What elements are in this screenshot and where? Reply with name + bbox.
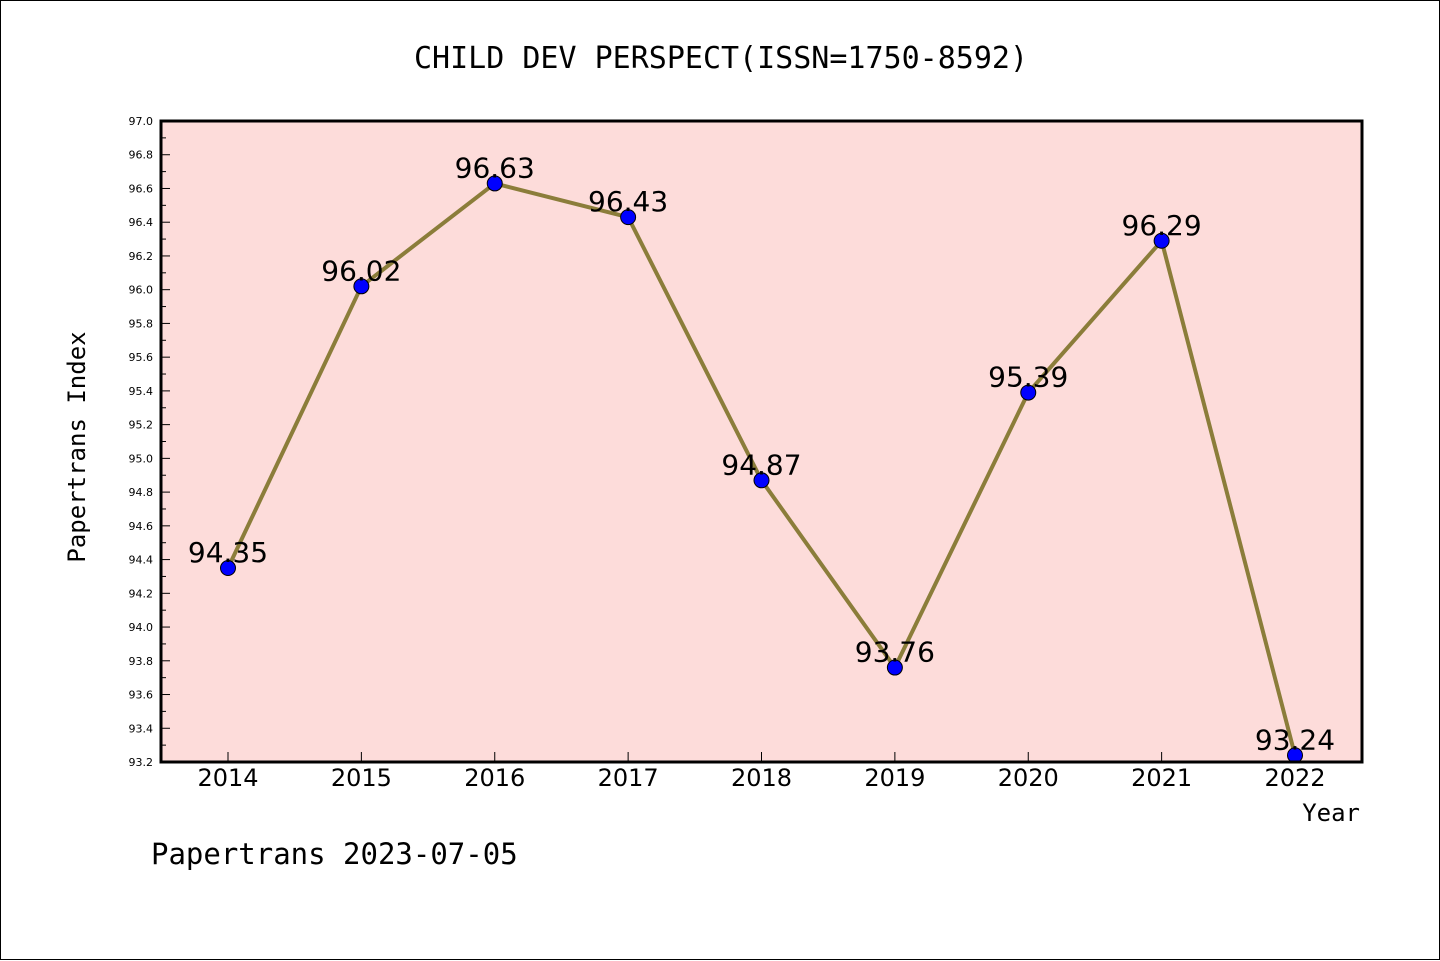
data-label: 93.76 xyxy=(855,636,935,669)
data-label: 94.87 xyxy=(721,448,801,481)
data-label: 96.43 xyxy=(588,185,668,218)
series xyxy=(220,175,1303,764)
y-tick-label: 96.2 xyxy=(129,250,154,263)
data-label: 96.29 xyxy=(1122,209,1202,242)
y-tick-label: 94.6 xyxy=(129,520,154,533)
y-tick-label: 94.8 xyxy=(129,486,154,499)
plot-area xyxy=(161,121,1362,762)
y-tick-label: 93.2 xyxy=(129,756,154,769)
data-point xyxy=(1153,232,1170,249)
x-axis: 2014 2015 2016 2017 2018 2019 2020 2021 2022 xyxy=(197,752,1326,792)
data-labels: 94.35 96.02 96.63 96.43 94.87 93.76 95.39 96.29… xyxy=(188,151,1335,756)
y-tick-label: 95.2 xyxy=(129,419,154,432)
data-point xyxy=(753,472,770,489)
y-axis: 93.2 93.4 93.6 93.8 94.0 94.2 94.4 94.6 94.8 95.0… xyxy=(129,115,170,769)
x-tick-label: 2016 xyxy=(464,764,525,792)
y-tick-label: 93.4 xyxy=(129,722,154,735)
x-tick-label: 2019 xyxy=(864,764,925,792)
data-point xyxy=(220,560,236,577)
data-label: 95.39 xyxy=(988,361,1068,394)
y-tick-label: 96.4 xyxy=(129,216,154,229)
y-tick-label: 93.8 xyxy=(129,655,154,668)
x-axis-label: Year xyxy=(1302,799,1360,827)
data-point xyxy=(486,175,503,192)
plot-border xyxy=(159,119,1364,764)
data-point xyxy=(886,659,903,676)
y-tick-label: 96.6 xyxy=(129,182,154,195)
x-tick-label: 2014 xyxy=(197,764,258,792)
y-tick-label: 96.8 xyxy=(129,149,154,162)
x-tick-label: 2018 xyxy=(731,764,792,792)
data-label: 96.63 xyxy=(455,151,535,184)
y-tick-label: 94.4 xyxy=(129,554,154,567)
data-label: 93.24 xyxy=(1255,723,1335,756)
y-tick-label: 94.0 xyxy=(129,621,154,634)
y-tick-label: 95.8 xyxy=(129,317,154,330)
y-tick-label: 95.6 xyxy=(129,351,154,364)
y-tick-label: 93.6 xyxy=(129,689,154,702)
y-tick-label: 97.0 xyxy=(129,115,154,128)
footer-text: Papertrans 2023-07-05 xyxy=(151,837,518,871)
data-point xyxy=(620,209,637,226)
y-tick-label: 96.0 xyxy=(129,284,154,297)
chart-title: CHILD DEV PERSPECT(ISSN=1750-8592) xyxy=(414,41,1028,76)
x-tick-label: 2015 xyxy=(331,764,392,792)
y-tick-label: 95.4 xyxy=(129,385,154,398)
y-axis-label: Papertrans Index xyxy=(63,331,91,562)
y-tick-label: 94.2 xyxy=(129,587,154,600)
data-point xyxy=(353,278,370,295)
y-tick-label: 95.0 xyxy=(129,452,154,465)
x-tick-label: 2017 xyxy=(598,764,659,792)
data-point xyxy=(1020,384,1037,401)
x-tick-label: 2021 xyxy=(1131,764,1192,792)
data-label: 94.35 xyxy=(188,536,268,569)
data-label: 96.02 xyxy=(321,254,401,287)
x-tick-label: 2020 xyxy=(998,764,1059,792)
x-tick-label: 2022 xyxy=(1264,764,1325,792)
